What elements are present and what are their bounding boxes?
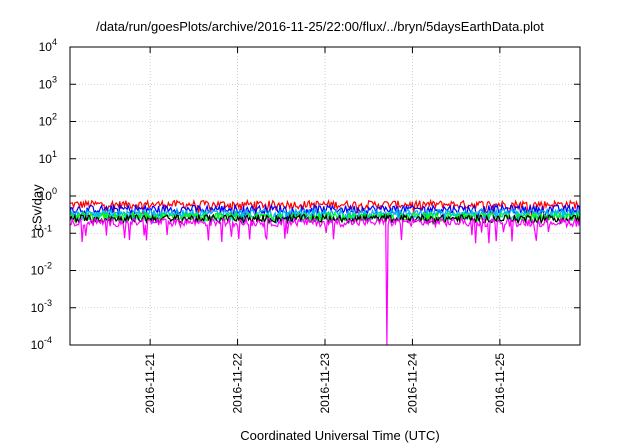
y-tick-label: 102 (39, 112, 57, 129)
x-tick-label: 2016-11-24 (405, 353, 419, 414)
y-tick-label: 10-1 (31, 223, 52, 240)
x-tick-label: 2016-11-23 (318, 353, 332, 414)
x-tick-label: 2016-11-25 (493, 353, 507, 414)
y-ticks: 10-4 10-3 10-2 10-1 100 101 102 103 104 (31, 37, 580, 352)
series-line (69, 203, 581, 222)
series-line (69, 198, 581, 217)
x-tick-label: 2016-11-21 (143, 353, 157, 414)
y-tick-label: 104 (39, 37, 57, 54)
y-tick-label: 100 (39, 186, 57, 203)
series-group (69, 198, 581, 346)
series-line (69, 216, 581, 346)
x-tick-label: 2016-11-22 (231, 353, 245, 414)
y-tick-label: 103 (39, 74, 57, 91)
x-axis-label: Coordinated Universal Time (UTC) (240, 428, 440, 443)
series-line (69, 212, 581, 226)
grid (70, 47, 580, 345)
series-line (69, 207, 581, 224)
y-tick-label: 10-2 (31, 261, 52, 278)
chart-title: /data/run/goesPlots/archive/2016-11-25/2… (96, 19, 544, 34)
y-tick-label: 10-4 (31, 335, 52, 352)
y-tick-label: 101 (39, 149, 57, 166)
y-tick-label: 10-3 (31, 298, 52, 315)
x-ticks: 2016-11-21 2016-11-22 2016-11-23 2016-11-24… (143, 47, 507, 414)
